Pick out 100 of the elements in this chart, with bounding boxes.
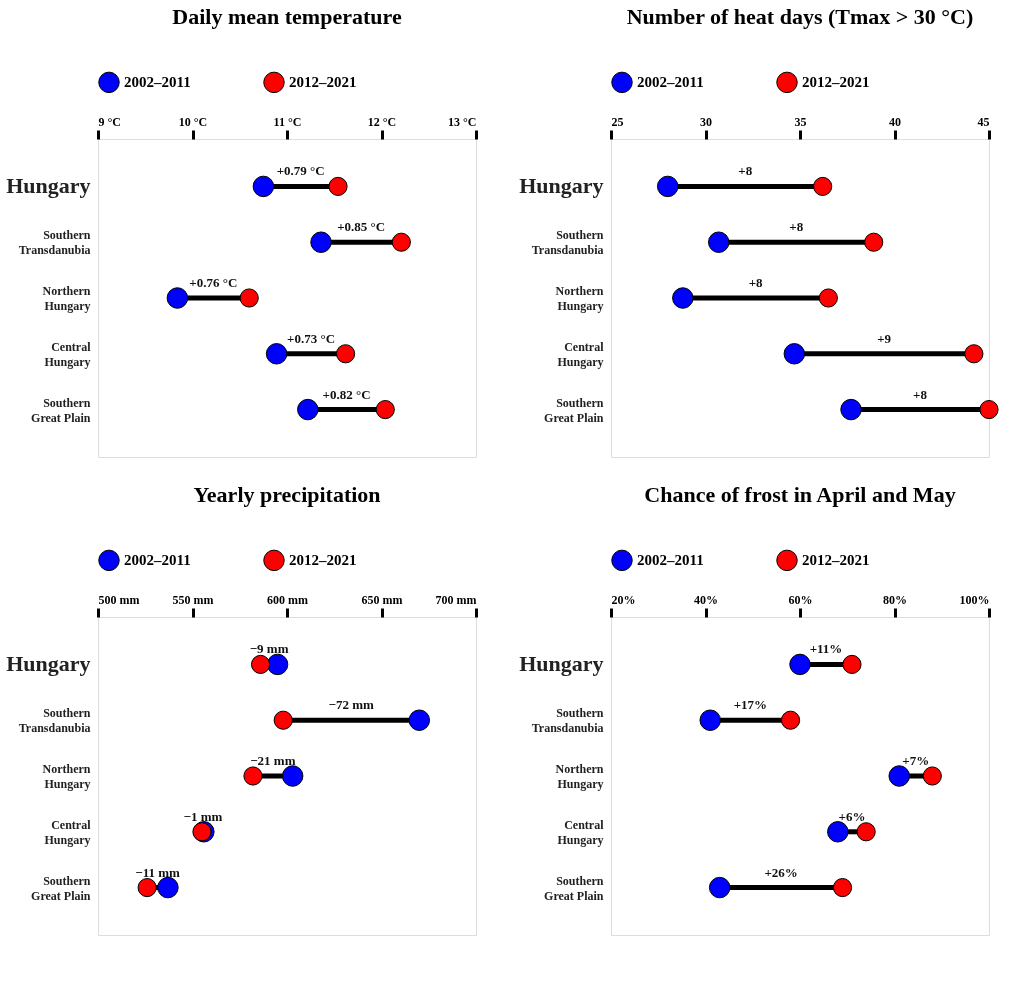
point	[856, 822, 876, 842]
legend-label: 2012–2021	[802, 74, 870, 91]
point	[780, 710, 801, 730]
annotation: +0.85 °C	[337, 219, 386, 235]
y-tick-label: Northern Hungary	[555, 762, 604, 791]
point	[979, 400, 999, 420]
annotation: −1 mm	[183, 808, 223, 824]
chart-title: Daily mean temperature	[172, 4, 402, 29]
point	[827, 821, 849, 843]
x-tick-label: 12 °C	[367, 114, 397, 129]
x-tick-label: 40%	[694, 592, 718, 607]
annotation: +6%	[838, 808, 866, 824]
y-tick-label: Southern Transdanubia	[531, 228, 604, 258]
x-tick-label: 11 °C	[273, 114, 302, 129]
annotation: +11%	[809, 641, 843, 657]
point	[281, 765, 304, 787]
x-tick-label: 500 mm	[98, 592, 140, 607]
y-tick-label: Hungary	[6, 651, 91, 677]
legend-label: 2002–2011	[124, 552, 191, 569]
point	[864, 232, 884, 252]
annotation: +7%	[902, 753, 930, 768]
y-tick-label: Southern Transdanubia	[531, 706, 604, 736]
x-tick-label: 700 mm	[435, 592, 477, 607]
x-tick-label: 25	[611, 114, 624, 129]
point	[265, 343, 288, 365]
x-tick-label: 650 mm	[361, 592, 403, 607]
annotation: +8	[789, 219, 804, 235]
point	[310, 231, 332, 253]
y-tick-label: Southern Great Plain	[544, 395, 604, 425]
point	[137, 878, 157, 898]
annotation: +9	[877, 330, 892, 346]
point	[840, 398, 862, 421]
y-tick-label: Northern Hungary	[555, 284, 604, 313]
point	[243, 766, 263, 786]
y-tick-label: Northern Hungary	[42, 284, 91, 313]
x-tick-label: 20%	[611, 592, 636, 607]
x-tick-label: 9 °C	[98, 114, 121, 129]
point	[391, 232, 411, 252]
x-tick-label: 80%	[883, 592, 907, 607]
annotation: +17%	[733, 697, 768, 713]
point	[266, 653, 289, 676]
y-tick-label: Northern Hungary	[42, 762, 91, 791]
chart-title: Chance of frost in April and May	[644, 482, 956, 507]
point	[157, 876, 179, 899]
annotation: +0.76 °C	[189, 275, 238, 290]
y-tick-label: Southern Transdanubia	[18, 228, 91, 258]
legend-label: 2012–2021	[289, 74, 357, 91]
point	[375, 400, 395, 420]
point	[239, 288, 259, 308]
annotation: +8	[913, 386, 928, 402]
point	[842, 654, 862, 674]
annotation: −72 mm	[328, 697, 375, 713]
point	[656, 175, 679, 198]
point	[250, 654, 271, 674]
chart-title: Yearly precipitation	[193, 482, 381, 507]
x-tick-label: 60%	[788, 592, 813, 607]
chart-title: Number of heat days (Tmax > 30 °C)	[626, 4, 974, 29]
point	[672, 287, 694, 309]
annotation: −11 mm	[135, 864, 180, 880]
legend-label: 2002–2011	[124, 74, 191, 91]
x-tick-label: 550 mm	[172, 592, 214, 607]
y-tick-label: Central Hungary	[557, 339, 605, 369]
point	[252, 175, 275, 198]
y-tick-label: Southern Great Plain	[31, 395, 91, 425]
y-tick-label: Central Hungary	[44, 339, 92, 369]
point	[708, 876, 731, 899]
legend-label: 2002–2011	[637, 552, 704, 569]
legend-label: 2012–2021	[802, 552, 870, 569]
point	[964, 344, 984, 364]
annotation: +26%	[764, 864, 798, 880]
x-tick-label: 10 °C	[178, 114, 208, 129]
annotation: −21 mm	[250, 753, 296, 768]
y-tick-label: Southern Great Plain	[544, 873, 604, 903]
x-tick-label: 40	[889, 114, 901, 129]
point	[707, 231, 730, 253]
point	[336, 344, 356, 364]
y-tick-label: Hungary	[519, 651, 604, 677]
point	[813, 176, 833, 196]
point	[273, 710, 293, 730]
annotation: +8	[748, 275, 764, 290]
annotation: −9 mm	[249, 641, 289, 657]
point	[922, 766, 942, 786]
point	[166, 287, 189, 309]
point	[408, 709, 431, 731]
y-tick-label: Southern Great Plain	[31, 873, 91, 903]
annotation: +0.79 °C	[276, 163, 325, 179]
y-tick-label: Hungary	[519, 173, 604, 199]
point	[832, 878, 853, 898]
point	[888, 765, 910, 787]
y-tick-label: Hungary	[6, 173, 91, 199]
y-tick-label: Southern Transdanubia	[18, 706, 91, 736]
x-tick-label: 13 °C	[448, 114, 477, 129]
legend-label: 2012–2021	[289, 552, 357, 569]
annotation: +0.82 °C	[322, 386, 371, 402]
annotation: +8	[738, 163, 753, 179]
y-tick-label: Central Hungary	[44, 817, 92, 847]
x-tick-label: 100%	[959, 592, 990, 607]
point	[699, 709, 721, 731]
point	[783, 343, 806, 365]
x-tick-label: 45	[977, 114, 990, 129]
